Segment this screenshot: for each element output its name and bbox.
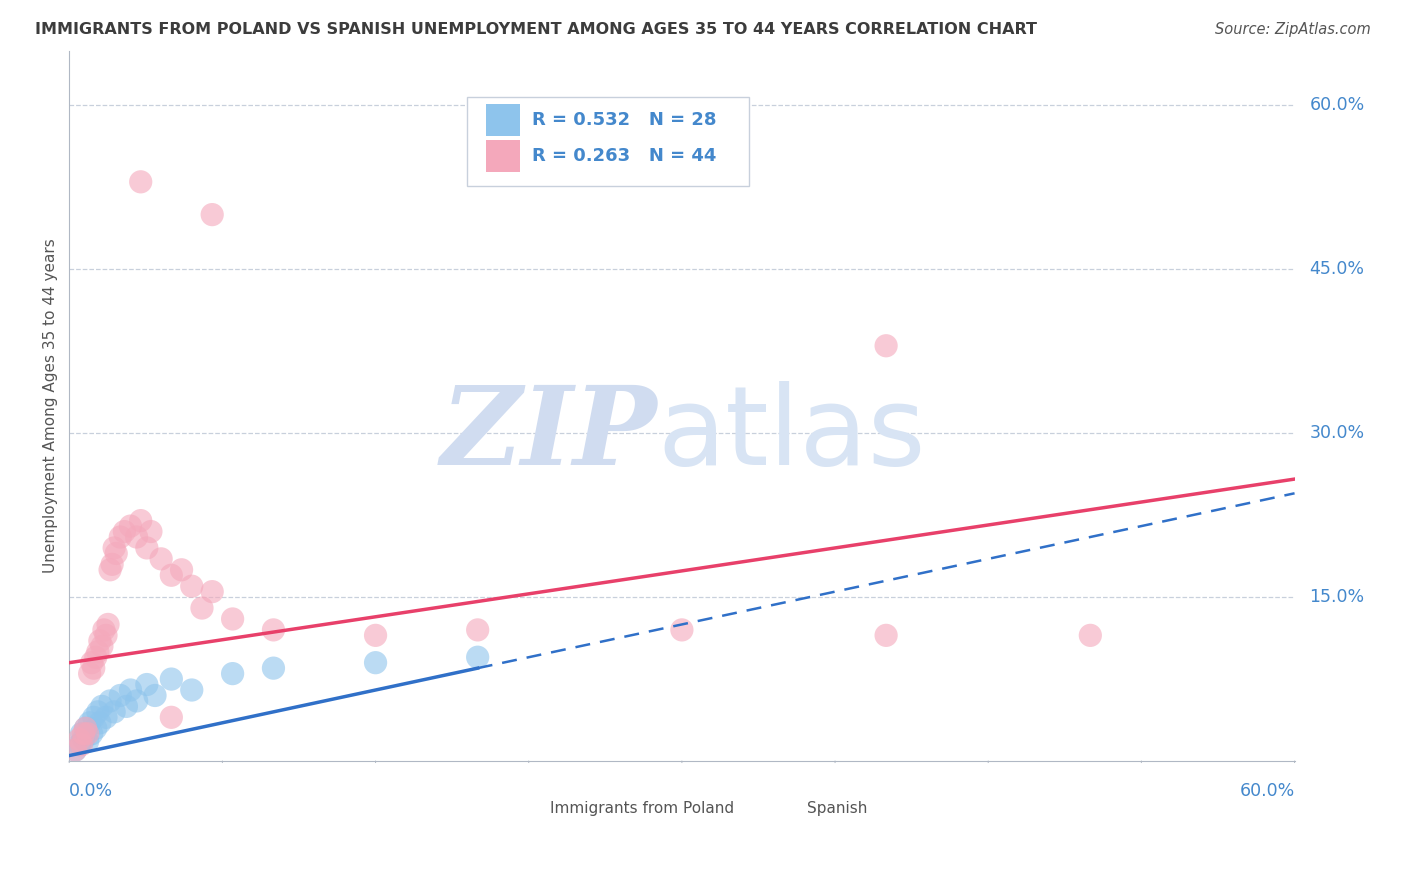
- Point: [70, 727, 93, 741]
- Point: [94, 628, 117, 642]
- Point: [65, 743, 87, 757]
- Point: [89, 715, 111, 730]
- Point: [110, 530, 132, 544]
- Text: Spanish: Spanish: [807, 801, 868, 816]
- Point: [89, 633, 111, 648]
- Text: atlas: atlas: [658, 381, 927, 488]
- Point: [467, 650, 489, 665]
- Point: [83, 710, 105, 724]
- Point: [160, 568, 183, 582]
- Point: [262, 623, 284, 637]
- Point: [97, 617, 120, 632]
- Point: [70, 738, 93, 752]
- Point: [79, 666, 101, 681]
- Point: [98, 563, 121, 577]
- Point: [80, 656, 103, 670]
- Point: [94, 710, 117, 724]
- Point: [364, 628, 387, 642]
- Text: 30.0%: 30.0%: [1309, 425, 1364, 442]
- Point: [120, 683, 142, 698]
- Point: [76, 734, 98, 748]
- Y-axis label: Unemployment Among Ages 35 to 44 years: Unemployment Among Ages 35 to 44 years: [44, 238, 58, 574]
- Point: [65, 743, 87, 757]
- Point: [125, 694, 148, 708]
- Text: 45.0%: 45.0%: [1309, 260, 1364, 278]
- Point: [150, 552, 173, 566]
- Point: [160, 672, 183, 686]
- Point: [98, 694, 121, 708]
- Text: IMMIGRANTS FROM POLAND VS SPANISH UNEMPLOYMENT AMONG AGES 35 TO 44 YEARS CORRELA: IMMIGRANTS FROM POLAND VS SPANISH UNEMPL…: [35, 22, 1038, 37]
- Point: [75, 721, 97, 735]
- Point: [180, 579, 202, 593]
- Point: [115, 699, 138, 714]
- FancyBboxPatch shape: [510, 797, 541, 820]
- Point: [83, 661, 105, 675]
- Text: 60.0%: 60.0%: [1309, 96, 1364, 114]
- Point: [72, 732, 94, 747]
- Text: 15.0%: 15.0%: [1309, 588, 1364, 606]
- Text: Immigrants from Poland: Immigrants from Poland: [550, 801, 734, 816]
- Point: [160, 710, 183, 724]
- Point: [93, 623, 115, 637]
- Point: [191, 601, 214, 615]
- Point: [80, 727, 103, 741]
- FancyBboxPatch shape: [486, 104, 520, 136]
- Text: 60.0%: 60.0%: [1239, 782, 1295, 800]
- Text: Source: ZipAtlas.com: Source: ZipAtlas.com: [1215, 22, 1371, 37]
- Text: 0.0%: 0.0%: [69, 782, 114, 800]
- Point: [221, 612, 243, 626]
- Point: [135, 677, 157, 691]
- Point: [875, 339, 897, 353]
- Point: [76, 727, 98, 741]
- Point: [84, 721, 107, 735]
- Point: [110, 689, 132, 703]
- Point: [221, 666, 243, 681]
- Point: [364, 656, 387, 670]
- FancyBboxPatch shape: [486, 140, 520, 172]
- Text: R = 0.263   N = 44: R = 0.263 N = 44: [533, 147, 717, 165]
- Point: [170, 563, 193, 577]
- Point: [143, 689, 166, 703]
- Point: [129, 175, 152, 189]
- Point: [87, 705, 110, 719]
- Point: [90, 699, 112, 714]
- Point: [105, 546, 128, 560]
- Point: [180, 683, 202, 698]
- Point: [103, 541, 125, 555]
- Point: [75, 721, 97, 735]
- Point: [79, 715, 101, 730]
- FancyBboxPatch shape: [768, 797, 799, 820]
- Point: [103, 705, 125, 719]
- Point: [90, 640, 112, 654]
- Text: ZIP: ZIP: [440, 381, 658, 488]
- Point: [671, 623, 693, 637]
- Point: [84, 650, 107, 665]
- Point: [72, 727, 94, 741]
- Point: [201, 584, 224, 599]
- Point: [875, 628, 897, 642]
- Point: [201, 208, 224, 222]
- Point: [135, 541, 157, 555]
- Point: [467, 623, 489, 637]
- Point: [262, 661, 284, 675]
- Text: R = 0.532   N = 28: R = 0.532 N = 28: [533, 112, 717, 129]
- Point: [1078, 628, 1101, 642]
- Point: [125, 530, 148, 544]
- Point: [112, 524, 135, 539]
- FancyBboxPatch shape: [467, 97, 749, 186]
- Point: [129, 514, 152, 528]
- Point: [69, 732, 91, 747]
- Point: [101, 558, 124, 572]
- Point: [139, 524, 162, 539]
- Point: [69, 738, 91, 752]
- Point: [120, 519, 142, 533]
- Point: [87, 645, 110, 659]
